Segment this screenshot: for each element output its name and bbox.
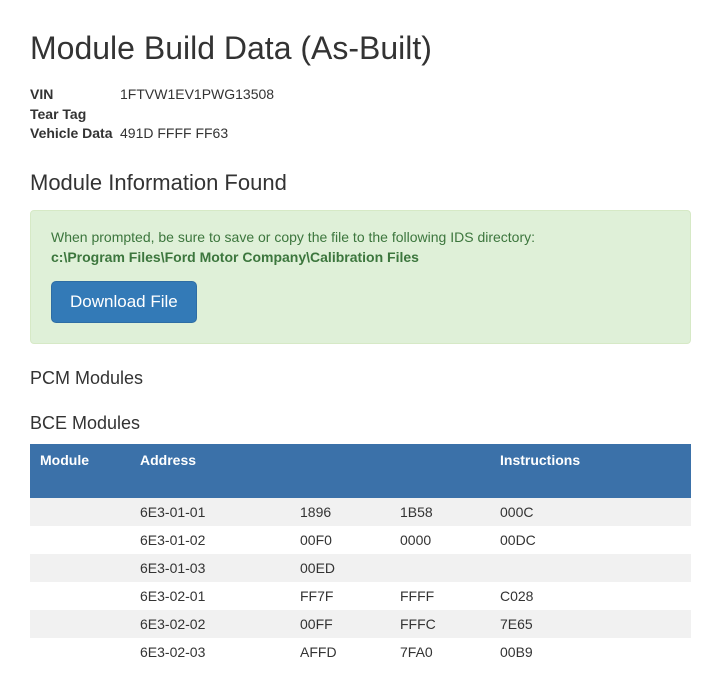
cell-module — [30, 638, 130, 666]
bce-modules-heading: BCE Modules — [30, 413, 691, 434]
cell-module — [30, 554, 130, 582]
cell-address: 6E3-01-03 — [130, 554, 290, 582]
cell-d2: 7FA0 — [390, 638, 490, 666]
cell-d2 — [390, 554, 490, 582]
page-title: Module Build Data (As-Built) — [30, 30, 691, 67]
tear-tag-row: Tear Tag — [30, 105, 691, 125]
vehicle-data-row: Vehicle Data 491D FFFF FF63 — [30, 124, 691, 144]
cell-address: 6E3-01-01 — [130, 498, 290, 526]
module-info-heading: Module Information Found — [30, 170, 691, 196]
cell-d1: FF7F — [290, 582, 390, 610]
col-d1 — [290, 444, 390, 476]
cell-instr: 7E65 — [490, 610, 691, 638]
cell-d2: 1B58 — [390, 498, 490, 526]
col-instructions: Instructions — [490, 444, 691, 476]
table-spacer-row — [30, 476, 691, 498]
table-header-row: Module Address Instructions — [30, 444, 691, 476]
cell-address: 6E3-02-01 — [130, 582, 290, 610]
cell-d1: 00F0 — [290, 526, 390, 554]
table-row: 6E3-01-03 00ED — [30, 554, 691, 582]
cell-module — [30, 526, 130, 554]
table-row: 6E3-02-03 AFFD 7FA0 00B9 — [30, 638, 691, 666]
cell-address: 6E3-01-02 — [130, 526, 290, 554]
vehicle-data-label: Vehicle Data — [30, 124, 120, 144]
table-row: 6E3-01-01 1896 1B58 000C — [30, 498, 691, 526]
cell-address: 6E3-02-03 — [130, 638, 290, 666]
col-d2 — [390, 444, 490, 476]
cell-instr: 000C — [490, 498, 691, 526]
cell-address: 6E3-02-02 — [130, 610, 290, 638]
cell-module — [30, 498, 130, 526]
cell-d2: FFFC — [390, 610, 490, 638]
cell-d2: FFFF — [390, 582, 490, 610]
alert-box: When prompted, be sure to save or copy t… — [30, 210, 691, 344]
cell-instr: C028 — [490, 582, 691, 610]
cell-instr: 00B9 — [490, 638, 691, 666]
download-file-button[interactable]: Download File — [51, 281, 197, 323]
cell-instr — [490, 554, 691, 582]
cell-module — [30, 582, 130, 610]
vin-row: VIN 1FTVW1EV1PWG13508 — [30, 85, 691, 105]
pcm-modules-heading: PCM Modules — [30, 368, 691, 389]
col-module: Module — [30, 444, 130, 476]
cell-d1: 00ED — [290, 554, 390, 582]
alert-message: When prompted, be sure to save or copy t… — [51, 229, 670, 245]
table-row: 6E3-02-01 FF7F FFFF C028 — [30, 582, 691, 610]
vin-value: 1FTVW1EV1PWG13508 — [120, 85, 274, 105]
table-row: 6E3-01-02 00F0 0000 00DC — [30, 526, 691, 554]
cell-d2: 0000 — [390, 526, 490, 554]
cell-d1: AFFD — [290, 638, 390, 666]
vehicle-data-value: 491D FFFF FF63 — [120, 124, 228, 144]
cell-module — [30, 610, 130, 638]
tear-tag-label: Tear Tag — [30, 105, 120, 125]
cell-d1: 1896 — [290, 498, 390, 526]
cell-instr: 00DC — [490, 526, 691, 554]
bce-modules-table: Module Address Instructions 6E3-01-01 18… — [30, 444, 691, 666]
table-row: 6E3-02-02 00FF FFFC 7E65 — [30, 610, 691, 638]
vin-label: VIN — [30, 85, 120, 105]
col-address: Address — [130, 444, 290, 476]
alert-path: c:\Program Files\Ford Motor Company\Cali… — [51, 249, 670, 265]
cell-d1: 00FF — [290, 610, 390, 638]
